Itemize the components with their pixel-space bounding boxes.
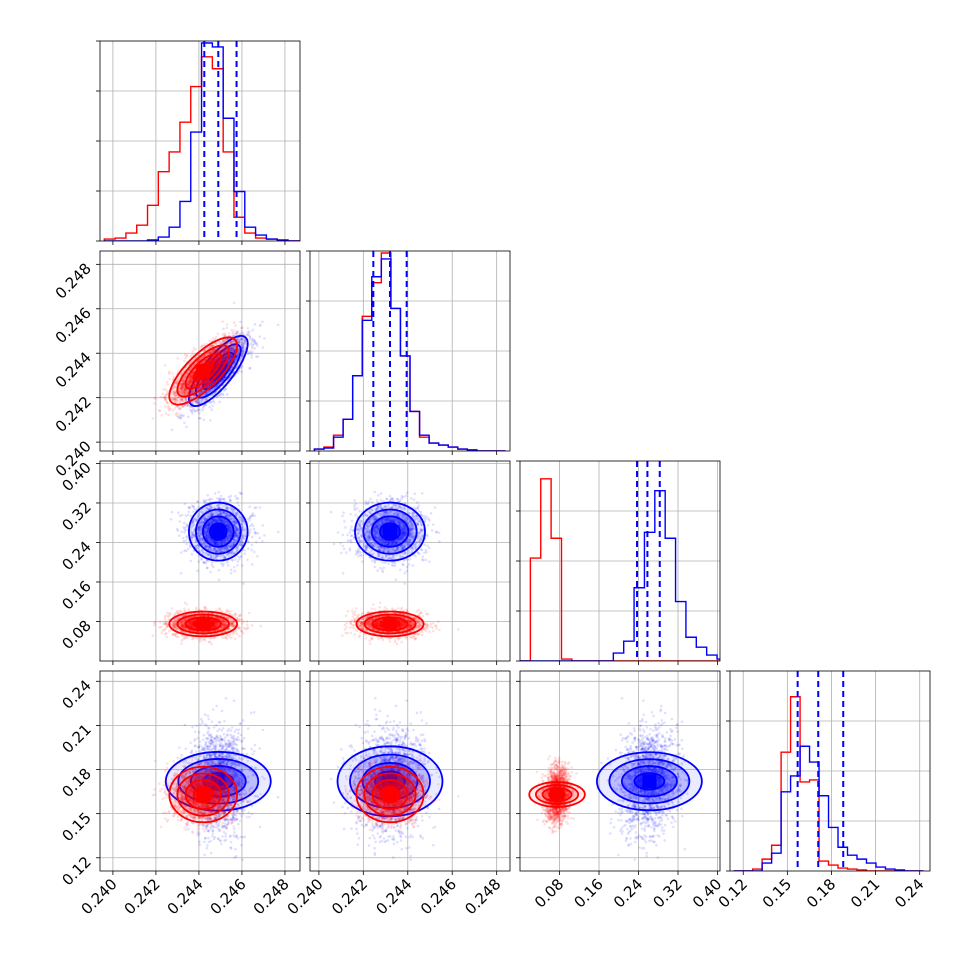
panel-frame [309, 460, 511, 662]
density-peak [211, 524, 226, 539]
panel-2-1 [306, 460, 511, 665]
histogram-blue [520, 490, 720, 661]
histogram-blue [104, 42, 300, 241]
panel-3-1: 0.240 0.242 0.244 0.246 0.248 [284, 670, 511, 918]
y-tick-label: 0.248 [52, 259, 95, 302]
x-tick-label: 0.240 [284, 875, 327, 918]
x-tick-label: 0.18 [803, 875, 839, 911]
x-tick-label: 0.242 [121, 875, 164, 918]
histogram-red [733, 696, 924, 871]
x-tick-label: 0.244 [164, 875, 207, 918]
y-tick-label: 0.08 [58, 617, 94, 653]
x-tick-label: 0.248 [250, 875, 293, 918]
x-tick-label: 0.32 [650, 875, 686, 911]
panel-frame [99, 670, 301, 872]
y-tick-label: 0.244 [52, 348, 95, 391]
x-tick-label: 0.21 [847, 875, 883, 911]
x-tick-label: 0.246 [417, 875, 460, 918]
panel-frame [99, 460, 301, 662]
y-tick-label: 0.15 [58, 809, 94, 845]
y-tick-label: 0.24 [58, 676, 94, 712]
y-tick-label: 0.32 [58, 498, 94, 534]
panel-3-3: 0.12 0.15 0.18 0.21 0.24 [715, 670, 931, 911]
y-tick-label: 0.21 [58, 721, 94, 757]
panel-frame [99, 250, 301, 452]
x-tick-label: 0.16 [570, 875, 606, 911]
density-peak [383, 524, 397, 539]
panel-3-2: 0.08 0.16 0.24 0.32 0.40 [516, 670, 725, 911]
x-tick-label: 0.248 [461, 875, 504, 918]
panel-frame [519, 670, 721, 872]
panel-0-0 [96, 40, 301, 245]
panel-3-0: 0.12 0.15 0.18 0.21 0.24 0.240 0.242 0.244 0.246… [58, 670, 301, 918]
x-tick-label: 0.24 [610, 875, 646, 911]
histogram-red [520, 478, 720, 661]
density-peak [383, 787, 397, 802]
y-tick-label: 0.24 [58, 538, 94, 574]
histogram-red [103, 56, 300, 241]
panel-2-0: 0.080.160.240.320.40 [58, 459, 301, 665]
density-peak [642, 774, 657, 789]
x-tick-label: 0.12 [715, 875, 751, 911]
histogram-blue [313, 258, 506, 451]
density-peak [550, 787, 565, 802]
density-peak [196, 616, 211, 631]
panel-2-2 [516, 460, 721, 665]
density-peak [383, 774, 397, 789]
x-tick-label: 0.08 [531, 875, 567, 911]
y-tick-label: 0.18 [58, 765, 94, 801]
x-tick-label: 0.244 [373, 875, 416, 918]
panel-frame [309, 670, 511, 872]
y-tick-label: 0.12 [58, 853, 94, 889]
panel-1-1 [306, 250, 511, 455]
histogram-blue [733, 745, 924, 871]
density-peak [211, 774, 226, 789]
y-tick-label: 0.246 [52, 304, 95, 347]
y-tick-label: 0.16 [58, 577, 94, 613]
x-tick-label: 0.242 [328, 875, 371, 918]
x-tick-label: 0.246 [207, 875, 250, 918]
density-peak [196, 787, 211, 802]
x-tick-label: 0.240 [78, 875, 121, 918]
density-peak [383, 616, 397, 631]
density-peak [196, 364, 211, 378]
y-tick-label: 0.242 [52, 393, 95, 436]
x-tick-label: 0.15 [759, 875, 795, 911]
x-tick-label: 0.24 [891, 875, 927, 911]
